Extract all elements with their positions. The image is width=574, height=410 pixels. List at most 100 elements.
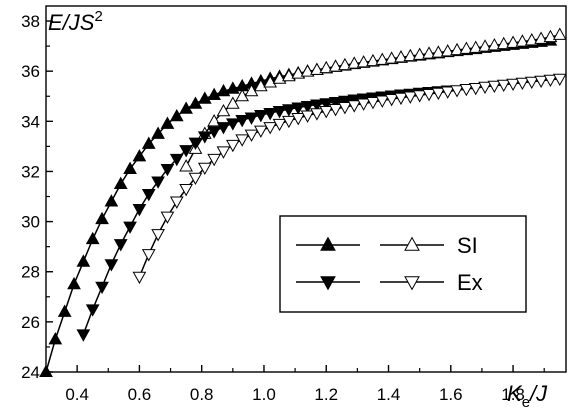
- data-point: [207, 126, 221, 139]
- data-point: [347, 100, 362, 113]
- data-point: [244, 112, 259, 125]
- data-point: [254, 125, 268, 138]
- data-point: [506, 78, 520, 92]
- legend-marker: [320, 276, 336, 291]
- data-point: [440, 86, 455, 99]
- data-point: [169, 108, 184, 122]
- data-point: [422, 88, 436, 102]
- data-point: [543, 29, 558, 43]
- data-point: [422, 46, 436, 59]
- x-tick-label: 1.2: [314, 385, 338, 404]
- data-point: [57, 304, 72, 317]
- legend-label: Ex: [457, 270, 483, 295]
- x-tick-label: 1.0: [252, 385, 276, 404]
- data-point: [225, 96, 240, 109]
- data-point: [85, 231, 100, 245]
- data-point: [338, 102, 352, 115]
- data-point: [48, 332, 63, 345]
- legend-items: SI Ex: [296, 233, 483, 295]
- data-point: [263, 122, 278, 135]
- data-point: [160, 211, 175, 224]
- data-point: [225, 118, 240, 131]
- data-point: [291, 102, 306, 115]
- data-point: [95, 281, 109, 295]
- y-axis-title: E/JS2: [48, 8, 103, 35]
- data-point: [123, 221, 137, 234]
- data-point: [468, 40, 483, 53]
- data-point: [188, 137, 203, 150]
- legend-marker: [404, 236, 420, 251]
- plot-frame: [45, 5, 567, 373]
- data-point: [95, 211, 109, 225]
- data-point: [394, 50, 408, 63]
- data-point: [384, 51, 399, 64]
- data-point: [113, 176, 128, 189]
- legend: SI Ex: [279, 215, 527, 313]
- data-point: [85, 304, 100, 317]
- data-point: [123, 161, 137, 174]
- y-tick-label: 38: [21, 12, 40, 31]
- data-point: [207, 113, 221, 127]
- data-point: [300, 101, 315, 114]
- y-tick-label: 24: [21, 363, 40, 382]
- data-point: [151, 126, 165, 139]
- data-point: [468, 82, 483, 96]
- data-point: [403, 91, 418, 104]
- data-point: [366, 97, 380, 110]
- data-point: [197, 131, 212, 144]
- y-axis-title-main: E/JS: [48, 10, 95, 35]
- data-point: [282, 104, 296, 117]
- data-point: [244, 129, 259, 142]
- data-point: [207, 87, 221, 100]
- data-point: [375, 95, 390, 108]
- data-point: [263, 108, 278, 121]
- data-point: [216, 146, 231, 159]
- data-point: [76, 329, 91, 342]
- data-point: [506, 35, 520, 48]
- x-axis-title-tail: /J: [528, 381, 548, 406]
- data-point: [76, 254, 91, 267]
- data-point: [431, 45, 446, 58]
- data-point: [104, 259, 119, 272]
- data-point: [207, 153, 221, 167]
- y-tick-label: 36: [21, 62, 40, 81]
- series-3: [132, 73, 567, 285]
- y-axis-title-sup: 2: [94, 8, 102, 25]
- data-point: [225, 139, 240, 153]
- data-point: [440, 44, 455, 57]
- data-point: [141, 136, 156, 149]
- x-axis-title-k: K: [507, 381, 523, 406]
- data-point: [319, 60, 334, 74]
- data-point: [478, 81, 492, 95]
- data-point: [104, 194, 119, 207]
- x-tick-label: 0.6: [128, 385, 152, 404]
- data-point: [524, 33, 539, 46]
- data-point: [113, 239, 128, 252]
- data-point: [263, 75, 278, 88]
- y-tick-label: 32: [21, 162, 40, 181]
- data-point: [291, 113, 306, 126]
- data-point: [384, 94, 399, 107]
- x-tick-label: 1.8: [501, 385, 525, 404]
- data-point: [254, 110, 268, 123]
- data-point: [412, 90, 427, 103]
- data-point: [496, 79, 511, 93]
- data-point: [394, 92, 408, 106]
- data-point: [534, 75, 548, 89]
- y-tick-label: 28: [21, 263, 40, 282]
- data-point: [188, 172, 203, 186]
- data-point: [169, 153, 184, 167]
- data-point: [169, 196, 184, 209]
- data-point: [319, 106, 334, 119]
- data-point: [132, 271, 147, 285]
- data-point: [197, 91, 212, 104]
- series-1: [179, 27, 567, 172]
- data-point: [141, 249, 156, 262]
- data-point: [254, 78, 268, 92]
- x-tick-label: 0.4: [65, 385, 89, 404]
- x-tick-label: 1.4: [377, 385, 401, 404]
- x-axis-title: Ke/J: [507, 381, 548, 410]
- data-point: [328, 59, 343, 72]
- data-point: [310, 108, 324, 121]
